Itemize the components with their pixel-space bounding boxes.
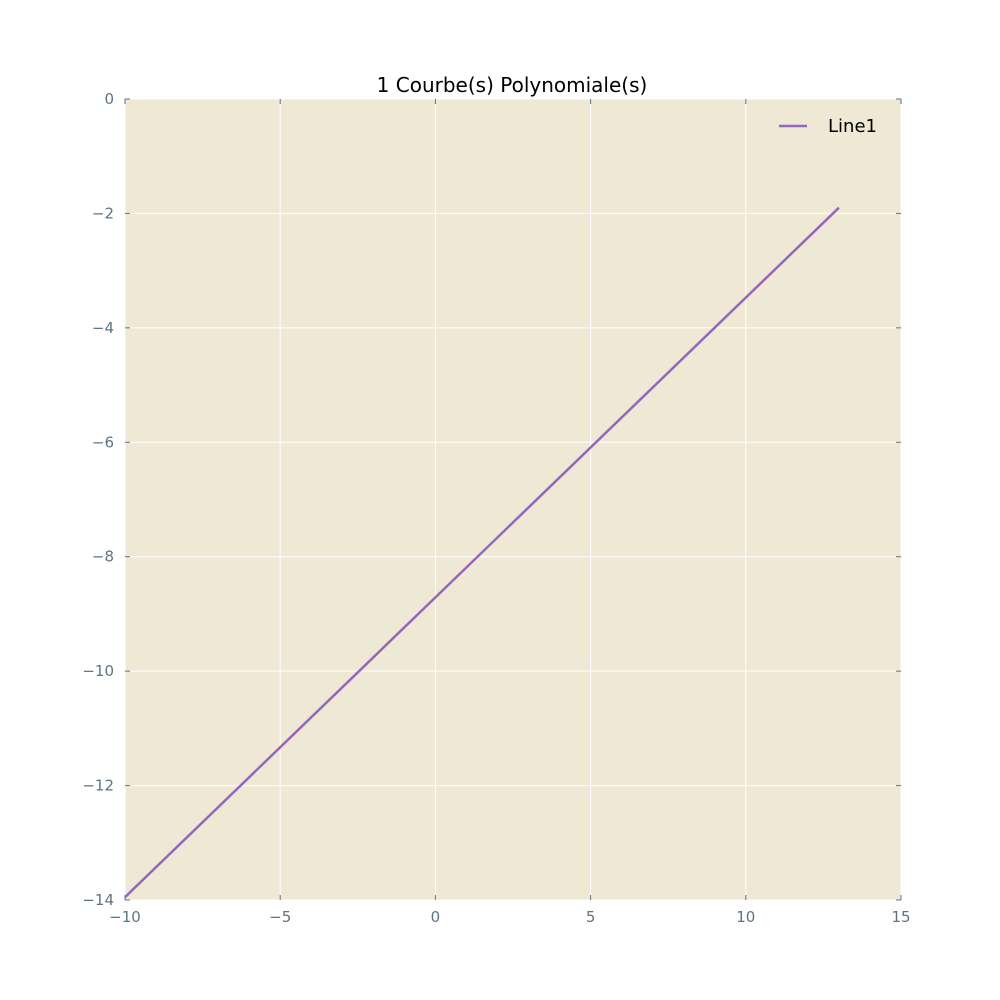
y-tick-label: −2 xyxy=(92,204,114,222)
y-tick-label: −6 xyxy=(92,433,114,451)
x-tick-label: 15 xyxy=(891,908,910,926)
plot-area xyxy=(125,99,901,900)
grid xyxy=(124,98,902,901)
legend-label-line1: Line1 xyxy=(828,116,877,137)
x-tick-label: 0 xyxy=(431,908,441,926)
axis-ticks: −10 −5 0 5 10 15 0 −2 −4 −6 −8 −10 −12 −14 xyxy=(82,90,910,926)
x-tick-label: −10 xyxy=(109,908,141,926)
x-tick-label: 5 xyxy=(586,908,596,926)
y-tick-label: 0 xyxy=(104,90,114,108)
y-tick-label: −14 xyxy=(82,891,114,909)
series-layer xyxy=(124,206,840,899)
y-tick-label: −10 xyxy=(82,662,114,680)
y-tick-label: −12 xyxy=(82,777,114,795)
y-tick-label: −4 xyxy=(92,319,114,337)
x-tick-label: −5 xyxy=(269,908,291,926)
chart-title: 1 Courbe(s) Polynomiale(s) xyxy=(377,73,648,97)
y-tick-label: −8 xyxy=(92,548,114,566)
x-tick-label: 10 xyxy=(736,908,755,926)
legend: Line1 xyxy=(779,116,877,137)
series-line-line1 xyxy=(124,206,840,899)
